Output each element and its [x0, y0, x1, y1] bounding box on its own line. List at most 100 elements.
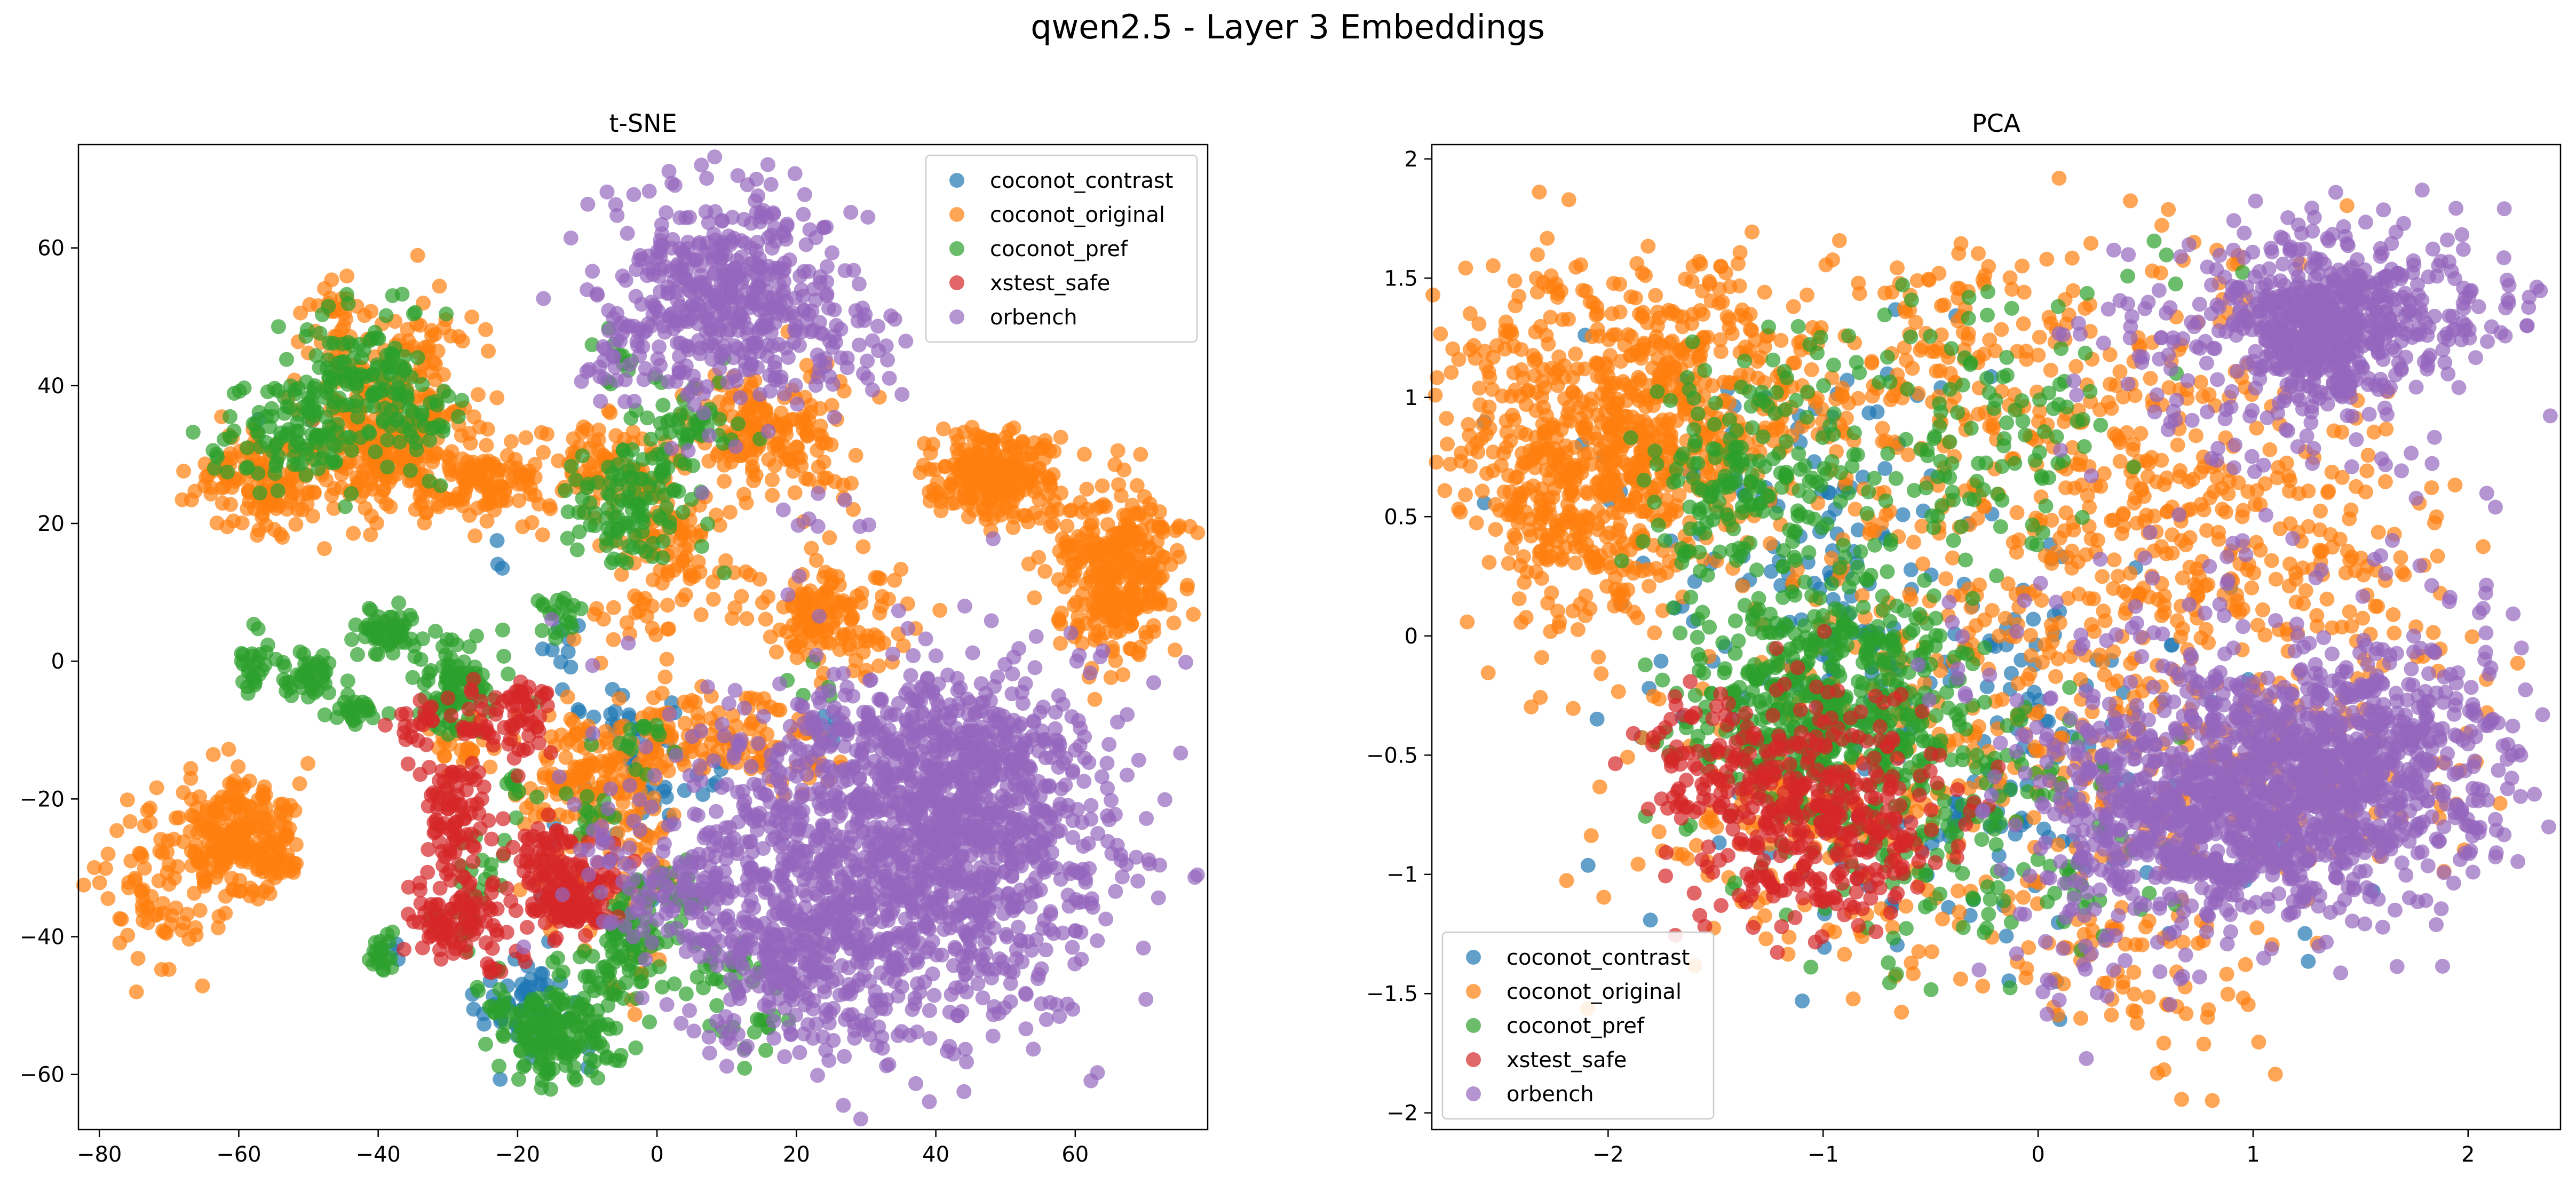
tsne-point — [507, 469, 522, 484]
tsne-point — [740, 177, 755, 193]
tsne-point — [450, 409, 466, 424]
tsne-point — [706, 226, 722, 242]
tsne-point — [282, 674, 297, 690]
tsne-point — [827, 410, 842, 425]
tsne-point — [536, 444, 551, 460]
tsne-point — [267, 466, 283, 481]
tsne-point — [522, 487, 538, 502]
tsne-point — [816, 454, 831, 470]
tsne-point — [622, 778, 638, 793]
tsne-point — [1021, 557, 1036, 571]
tsne-point — [818, 565, 833, 580]
tsne-point — [308, 348, 324, 363]
tsne-point — [577, 928, 593, 943]
tsne-point — [803, 404, 818, 420]
tsne-point — [781, 349, 796, 365]
tsne-point — [798, 471, 814, 487]
tsne-point — [245, 648, 260, 664]
tsne-point — [550, 991, 566, 1006]
tsne-point — [758, 1043, 773, 1058]
tsne-point — [1130, 873, 1146, 889]
tsne-point — [371, 331, 386, 346]
tsne-point — [498, 1015, 513, 1031]
tsne-point — [657, 324, 672, 340]
tsne-point — [298, 329, 314, 344]
tsne-point — [340, 673, 355, 689]
tsne-point — [607, 704, 623, 719]
tsne-point — [1076, 447, 1092, 462]
tsne-point — [100, 891, 116, 907]
tsne-point — [747, 1024, 762, 1040]
tsne-point — [791, 607, 806, 623]
tsne-point — [701, 428, 717, 443]
tsne-point — [1108, 653, 1123, 669]
tsne-point — [608, 1053, 623, 1068]
tsne-point — [290, 457, 305, 473]
tsne-point — [993, 480, 1009, 496]
tsne-point — [628, 762, 644, 777]
tsne-point — [1120, 767, 1135, 783]
tsne-point — [1115, 667, 1131, 682]
tsne-point — [466, 409, 481, 425]
tsne-point — [686, 569, 702, 584]
tsne-point — [1155, 549, 1170, 565]
tsne-point — [513, 674, 528, 690]
tsne-point — [1006, 509, 1021, 525]
tsne-point — [719, 264, 734, 279]
tsne-point — [455, 720, 470, 735]
tsne-point — [153, 832, 169, 847]
tsne-point — [148, 908, 163, 923]
tsne-point — [186, 886, 202, 901]
tsne-point — [504, 434, 519, 449]
tsne-point — [208, 824, 223, 839]
tsne-point — [327, 481, 342, 496]
tsne-point — [549, 930, 564, 945]
tsne-point — [678, 986, 694, 1002]
tsne-point — [380, 459, 395, 475]
tsne-point — [728, 718, 744, 734]
tsne-point — [86, 860, 102, 875]
tsne-point — [694, 157, 709, 173]
tsne-point — [1059, 519, 1075, 534]
tsne-point — [580, 789, 595, 804]
tsne-point — [204, 804, 220, 820]
tsne-point — [746, 473, 761, 489]
tsne-point — [1110, 714, 1125, 730]
tsne-point — [1037, 433, 1053, 448]
tsne-point — [760, 589, 775, 605]
tsne-point — [397, 635, 413, 650]
tsne-point — [76, 877, 91, 893]
tsne-point — [231, 759, 246, 774]
tsne-point — [322, 335, 337, 351]
tsne-point — [624, 442, 640, 457]
tsne-point — [363, 527, 378, 543]
tsne-point — [385, 288, 400, 304]
tsne-point — [873, 571, 888, 586]
tsne-point — [1027, 590, 1042, 606]
tsne-point — [699, 171, 715, 186]
tsne-point — [1167, 642, 1183, 658]
tsne-point — [1142, 582, 1157, 598]
tsne-point — [640, 410, 655, 426]
tsne-point — [598, 731, 614, 746]
tsne-point — [797, 187, 812, 202]
tsne-point — [370, 647, 385, 662]
tsne-point — [480, 478, 496, 494]
tsne-point — [469, 921, 485, 936]
tsne-point — [678, 210, 694, 226]
tsne-point — [694, 539, 710, 554]
tsne-point — [603, 405, 618, 420]
tsne-point — [836, 593, 851, 608]
tsne-point — [288, 837, 304, 852]
tsne-point — [1099, 756, 1115, 771]
tsne-point — [1121, 539, 1137, 554]
tsne-point — [576, 505, 592, 520]
tsne-point — [747, 339, 762, 355]
tsne-point — [727, 682, 743, 698]
tsne-point — [98, 861, 113, 876]
tsne-point — [683, 384, 699, 399]
tsne-point — [1113, 488, 1129, 504]
tsne-point — [109, 823, 124, 838]
tsne-point — [420, 864, 435, 880]
tsne-point — [681, 283, 696, 298]
